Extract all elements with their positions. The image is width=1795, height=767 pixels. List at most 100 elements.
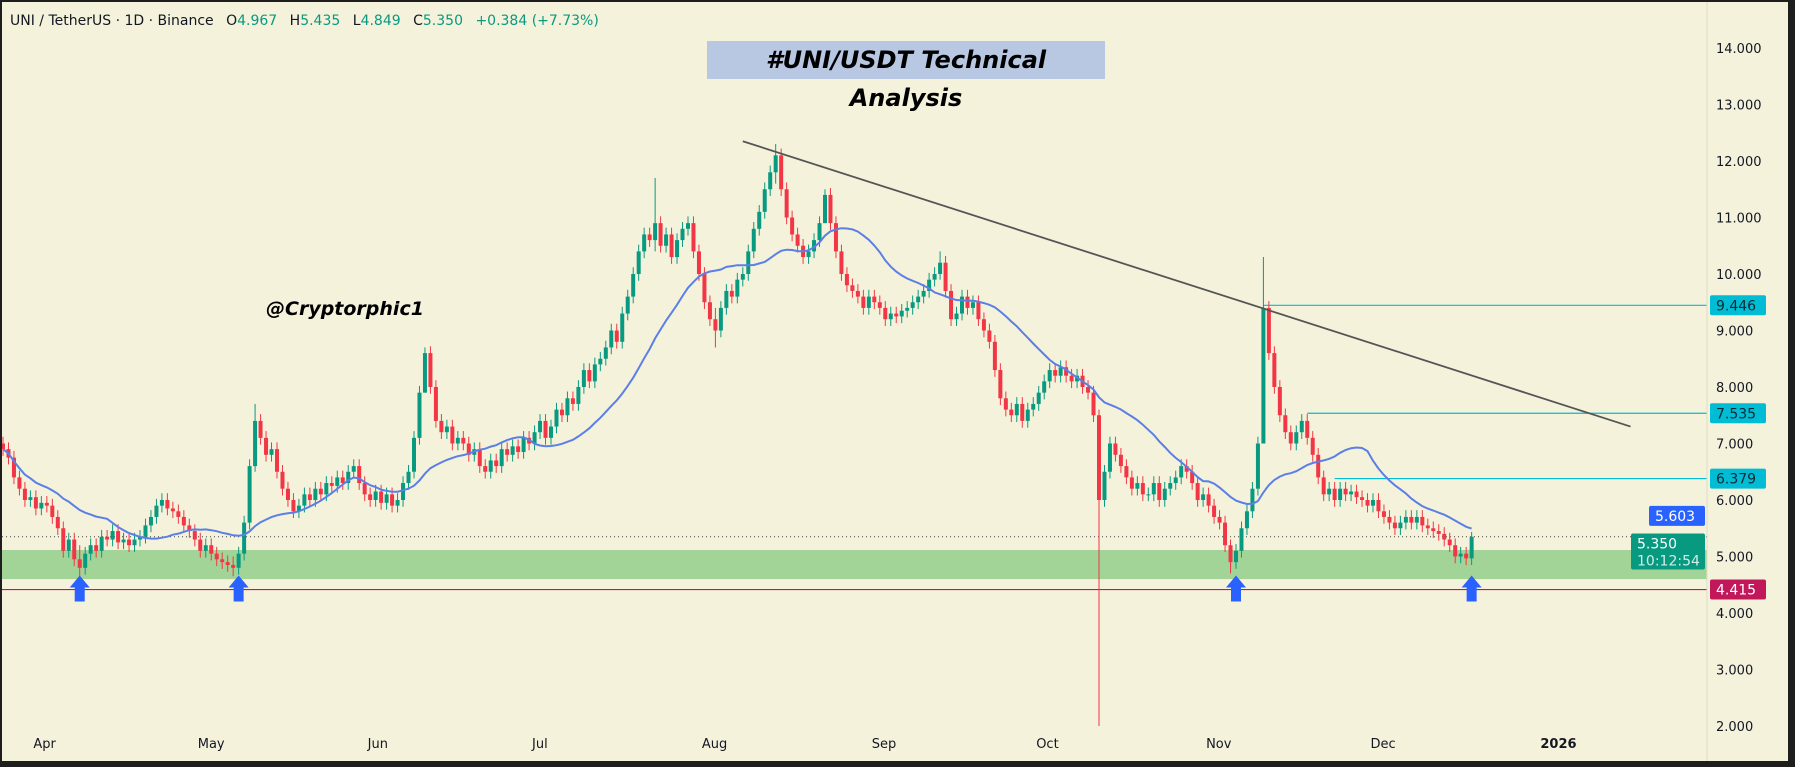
change-value: +0.384 (+7.73%): [475, 13, 599, 29]
candle-up: [1294, 432, 1299, 444]
candle-down: [291, 500, 296, 512]
candle-down: [1360, 497, 1365, 500]
candle-down: [483, 466, 488, 472]
candle-down: [516, 446, 521, 452]
candle-up: [724, 290, 729, 308]
candle-down: [1266, 307, 1271, 354]
candle-up: [154, 505, 159, 517]
candle-up: [653, 223, 658, 241]
candle-up: [1239, 528, 1244, 551]
up-arrow-icon: [1461, 575, 1482, 602]
candle-down: [894, 313, 899, 317]
candle-down: [1086, 387, 1091, 393]
candle-down: [285, 488, 290, 500]
candle-down: [1376, 500, 1381, 512]
candle-down: [707, 302, 712, 320]
candle-up: [110, 531, 115, 540]
x-tick-label: Aug: [702, 737, 727, 752]
current-price-tag: 5.350: [1637, 537, 1677, 553]
candle-up: [970, 302, 975, 308]
candle-up: [521, 437, 526, 452]
candle-up: [1058, 367, 1063, 376]
candle-up: [1151, 483, 1156, 495]
candle-down: [318, 488, 323, 495]
candle-up: [422, 353, 427, 393]
candle-down: [1118, 454, 1123, 467]
candle-up: [603, 347, 608, 359]
candle-down: [329, 483, 334, 486]
candle-up: [1469, 536, 1474, 559]
candle-up: [132, 539, 137, 546]
up-arrow-icon: [1226, 575, 1246, 602]
candle-up: [1349, 491, 1354, 495]
candle-down: [587, 370, 592, 382]
candle-down: [439, 420, 444, 433]
candle-up: [148, 516, 153, 526]
candle-down: [883, 307, 888, 320]
candle-down: [1436, 531, 1441, 534]
candle-down: [1184, 466, 1189, 472]
candle-up: [203, 545, 208, 551]
candle-up: [66, 539, 71, 551]
candle-down: [61, 528, 66, 551]
candle-up: [636, 251, 641, 274]
candle-up: [1042, 381, 1047, 393]
candle-down: [1217, 516, 1222, 523]
candle-down: [176, 511, 181, 517]
candle-up: [554, 409, 559, 427]
candle-up: [406, 471, 411, 484]
chart-title: #UNI/USDT Technical Analysis: [707, 41, 1105, 112]
candle-down: [220, 559, 225, 563]
candle-down: [1283, 415, 1288, 433]
support-price-tag: 4.415: [1716, 583, 1756, 599]
symbol-info[interactable]: UNI / TetherUS · 1D · Binance: [10, 13, 214, 29]
candle-down: [559, 409, 564, 416]
candle-up: [39, 502, 44, 509]
candle-up: [620, 313, 625, 342]
candle-down: [696, 251, 701, 274]
candle-down: [1140, 483, 1145, 495]
candle-up: [1250, 488, 1255, 512]
candle-down: [1447, 539, 1452, 546]
candle-up: [1102, 471, 1107, 500]
candle-up: [538, 420, 543, 433]
level-price-tag: 7.535: [1716, 406, 1756, 422]
candle-up: [625, 296, 630, 314]
candle-down: [1316, 454, 1321, 478]
candle-up: [1031, 403, 1036, 410]
candle-down: [647, 234, 652, 241]
candle-down: [949, 290, 954, 320]
candles: [2, 144, 1474, 726]
candle-up: [1403, 516, 1408, 523]
candle-down: [872, 296, 877, 303]
candle-up: [757, 211, 762, 229]
up-arrow-icon: [69, 575, 90, 602]
candle-down: [477, 449, 482, 467]
candle-down: [461, 437, 466, 444]
candle-down: [22, 488, 27, 500]
candle-down: [855, 290, 860, 297]
candle-down: [1212, 505, 1217, 517]
candle-down: [494, 460, 499, 467]
candle-up: [384, 494, 389, 503]
low-label: L: [352, 13, 361, 29]
candle-down: [1272, 353, 1277, 387]
candle-down: [1124, 466, 1129, 478]
candle-up: [1201, 494, 1206, 500]
candle-down: [828, 194, 833, 224]
candle-up: [242, 522, 247, 554]
candle-up: [28, 497, 33, 500]
candle-down: [992, 341, 997, 371]
candle-down: [1053, 370, 1058, 376]
candle-up: [313, 488, 318, 500]
candle-down: [466, 443, 471, 455]
candle-up: [1414, 516, 1419, 523]
y-tick-label: 2.000: [1716, 720, 1753, 735]
candle-down: [1332, 488, 1337, 500]
candle-down: [2, 443, 5, 450]
candle-down: [729, 290, 734, 297]
candle-up: [888, 313, 893, 320]
candle-up: [817, 223, 822, 241]
